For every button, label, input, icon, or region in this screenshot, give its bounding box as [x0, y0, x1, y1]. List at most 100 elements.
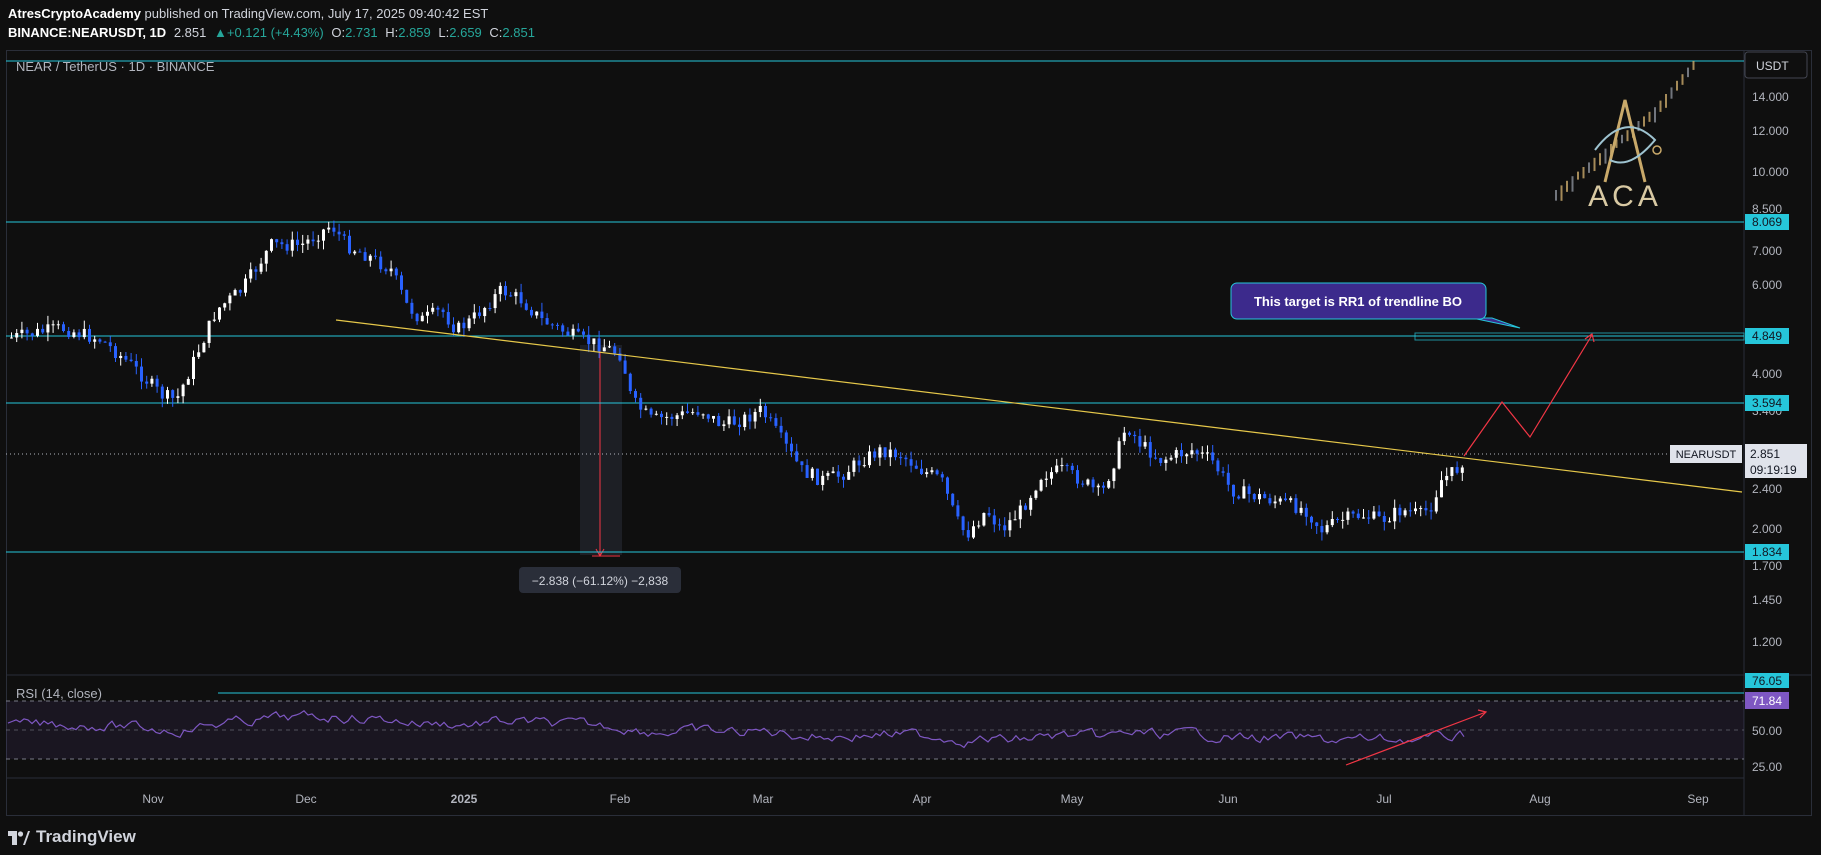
candle-body — [223, 303, 227, 308]
candle-body — [940, 474, 944, 478]
candle-body — [1200, 452, 1204, 454]
candle-body — [452, 324, 455, 333]
candle-body — [332, 227, 336, 232]
time-axis-label: Apr — [913, 792, 932, 806]
candle-body — [1070, 465, 1074, 471]
candle-body — [238, 290, 242, 293]
rsi-line[interactable] — [7, 710, 1465, 749]
candle-body — [384, 269, 388, 272]
candles-group[interactable] — [10, 220, 1464, 542]
candle-body — [415, 313, 419, 322]
price-scale[interactable]: 14.000 12.000 10.000 8.500 7.000 6.000 4.000 3.… — [1752, 90, 1789, 649]
rsi-divergence-line[interactable] — [1345, 711, 1487, 766]
candle-body — [1128, 432, 1131, 435]
candle-body — [821, 475, 825, 485]
candle-body — [608, 346, 611, 348]
candle-body — [691, 412, 695, 414]
candle-body — [1112, 468, 1116, 482]
candle-body — [1304, 507, 1308, 517]
candle-body — [909, 459, 913, 466]
candle-body — [400, 275, 403, 290]
candle-body — [197, 352, 201, 357]
currency-button[interactable] — [1744, 51, 1808, 79]
candle-body — [405, 289, 409, 303]
candle-body — [498, 285, 502, 295]
candle-body — [951, 493, 955, 506]
candle-body — [769, 417, 773, 419]
candle-body — [41, 328, 45, 333]
candle-body — [103, 341, 107, 343]
levels-group — [6, 221, 1745, 553]
candle-body — [82, 328, 86, 338]
candle-body — [62, 324, 65, 332]
candle-body — [108, 342, 112, 347]
level-tag-text: 4.849 — [1752, 329, 1782, 343]
symbol-label[interactable]: BINANCE:NEARUSDT, 1D — [8, 25, 167, 40]
candle-body — [831, 471, 835, 474]
candle-body — [795, 451, 799, 462]
candle-body — [1414, 508, 1417, 512]
candle-body — [1211, 452, 1215, 461]
candle-body — [628, 373, 632, 392]
trendline[interactable] — [335, 319, 1743, 493]
candle-body — [290, 239, 294, 251]
close-label: C: — [489, 25, 503, 40]
candle-body — [847, 471, 851, 480]
candle-body — [244, 278, 247, 293]
candle-body — [1450, 467, 1454, 476]
logo-bar — [1566, 180, 1568, 192]
candle-body — [535, 311, 539, 316]
candle-body — [1154, 457, 1157, 459]
time-axis-label: Jun — [1218, 792, 1237, 806]
candle-body — [1226, 472, 1230, 485]
rsi-value-tag — [1745, 692, 1789, 709]
candle-body — [509, 295, 513, 297]
candle-body — [207, 320, 211, 343]
callout-box[interactable] — [1230, 282, 1487, 320]
callout-text: This target is RR1 of trendline BO — [1254, 294, 1462, 309]
measure-zone[interactable] — [580, 345, 622, 555]
candle-body — [1382, 516, 1386, 522]
author-name[interactable]: AtresCryptoAcademy — [8, 6, 141, 21]
open-value: 2.731 — [345, 25, 378, 40]
candle-body — [129, 359, 133, 361]
ohlc-bar: BINANCE:NEARUSDT, 1D 2.851 ▲+0.121 (+4.4… — [8, 25, 535, 40]
time-axis[interactable]: Nov Dec 2025 Feb Mar Apr May Jun Jul Aug Sep — [142, 792, 1709, 806]
candle-body — [488, 307, 492, 309]
tradingview-brand[interactable]: TradingView — [8, 827, 136, 847]
target-zone[interactable] — [1414, 332, 1745, 341]
candle-body — [275, 239, 279, 243]
rsi-upper-tag-text: 76.05 — [1752, 674, 1782, 688]
price-scale-label: 6.000 — [1752, 278, 1782, 292]
time-axis-label: 2025 — [451, 792, 478, 806]
candle-body — [686, 411, 689, 413]
candle-body — [93, 339, 97, 342]
time-axis-label: Nov — [142, 792, 163, 806]
candle-body — [868, 451, 871, 466]
candle-body — [155, 378, 159, 387]
candle-body — [998, 524, 1001, 526]
published-text: published on TradingView.com, July 17, 2… — [140, 6, 489, 21]
candle-body — [873, 451, 877, 458]
candle-body — [816, 468, 819, 485]
chart-frame[interactable] — [6, 50, 1812, 816]
logo-a-mark-icon — [1603, 99, 1647, 183]
candle-body — [249, 269, 253, 279]
candle-body — [1398, 507, 1402, 516]
candle-body — [114, 346, 117, 359]
open-label: O: — [331, 25, 346, 40]
candle-body — [472, 312, 476, 319]
candle-body — [623, 360, 627, 374]
candle-body — [160, 386, 164, 399]
tradingview-wordmark: TradingView — [36, 827, 136, 846]
candle-body — [72, 332, 76, 337]
price-change: ▲+0.121 (+4.43%) — [213, 25, 324, 40]
candle-body — [1216, 460, 1220, 472]
level-tag — [1745, 328, 1789, 344]
time-axis-label: Jul — [1376, 792, 1391, 806]
candle-body — [1377, 511, 1381, 517]
projection-path[interactable] — [1463, 334, 1593, 457]
logo-bar — [1676, 80, 1678, 91]
candle-body — [1252, 493, 1256, 500]
